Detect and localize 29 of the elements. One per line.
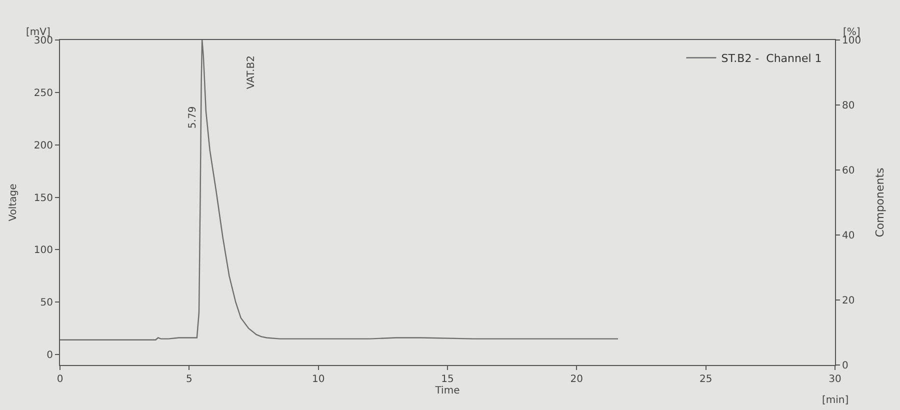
x-tick-label: 10 (312, 374, 325, 385)
text: [min] (822, 395, 849, 406)
legend-label: ST.B2 - Channel 1 (721, 52, 822, 66)
y2-tick-label: 40 (842, 230, 855, 242)
x-tick-label: 15 (441, 374, 454, 385)
x-axis-title: Time (434, 386, 460, 396)
y-tick-label: 250 (34, 88, 53, 99)
y2-tick-label: 20 (842, 296, 855, 306)
y2-tick-label: 60 (842, 166, 855, 176)
x-tick-label: 5 (186, 374, 192, 385)
y2-tick-label: 100 (842, 36, 862, 46)
x-tick-label: 30 (828, 374, 842, 385)
text: [%] (843, 27, 860, 38)
y-tick-label: 0 (46, 350, 53, 362)
y2-axis-title: Components (873, 167, 886, 238)
x-tick-label: 20 (570, 374, 584, 385)
y-axis-title: Voltage (8, 184, 19, 222)
line-series (60, 40, 619, 340)
y-tick-label: 300 (34, 36, 53, 46)
annotation: VAT.B2 (246, 55, 258, 90)
y-tick-label: 200 (34, 140, 53, 152)
annotation: 5.79 (188, 106, 199, 129)
y-tick-label: 100 (34, 245, 53, 256)
y-tick-label: 50 (40, 298, 53, 309)
y2-tick-label: 0 (842, 360, 848, 372)
y2-tick-label: 80 (842, 100, 855, 112)
y-tick-label: 150 (34, 192, 53, 204)
x-tick-label: 0 (56, 374, 64, 385)
x-tick-label: 25 (699, 374, 712, 385)
